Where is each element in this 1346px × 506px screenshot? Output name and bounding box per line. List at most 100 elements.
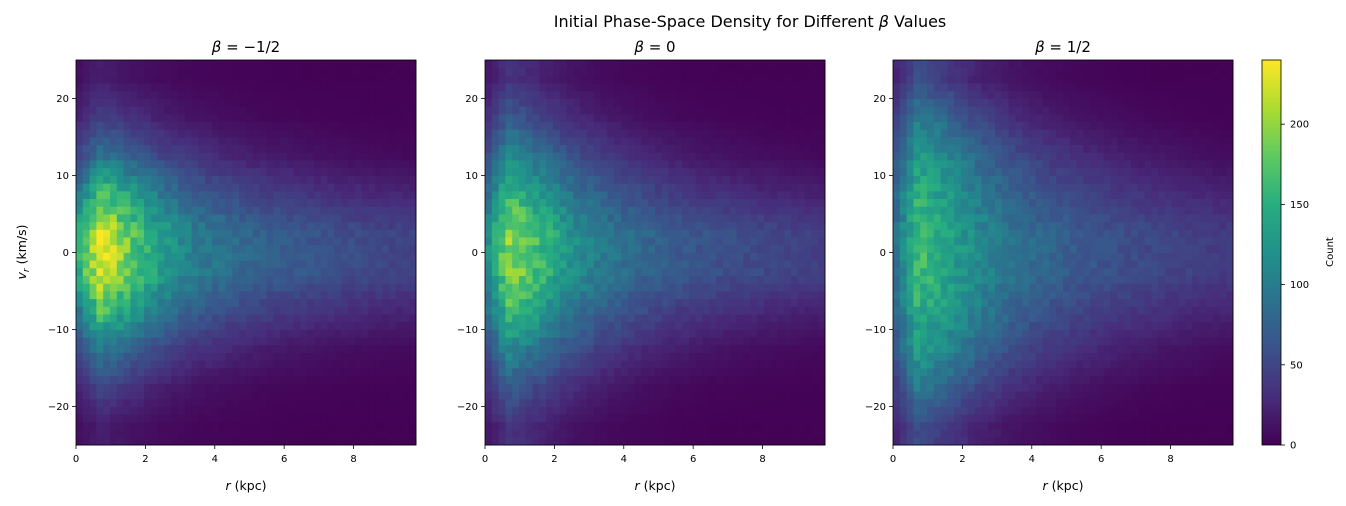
heatmap-cell	[763, 98, 771, 107]
heatmap-cell	[354, 352, 362, 361]
heatmap-cell	[566, 321, 574, 330]
heatmap-cell	[157, 267, 165, 276]
heatmap-cell	[587, 144, 595, 153]
heatmap-cell	[668, 314, 676, 323]
heatmap-cell	[682, 437, 690, 446]
heatmap-cell	[641, 198, 649, 207]
heatmap-cell	[388, 106, 396, 115]
heatmap-cell	[682, 321, 690, 330]
heatmap-cell	[212, 229, 220, 238]
heatmap-cell	[402, 214, 410, 223]
heatmap-cell	[777, 206, 785, 215]
heatmap-cell	[286, 375, 294, 384]
heatmap-cell	[354, 260, 362, 269]
heatmap-cell	[239, 437, 247, 446]
heatmap-cell	[402, 321, 410, 330]
heatmap-cell	[178, 406, 186, 415]
heatmap-cell	[512, 275, 520, 284]
heatmap-cell	[89, 398, 97, 407]
heatmap-cell	[791, 252, 799, 261]
heatmap-cell	[648, 244, 656, 253]
heatmap-cell	[573, 298, 581, 307]
heatmap-cell	[505, 321, 513, 330]
heatmap-cell	[757, 252, 765, 261]
heatmap-cell	[491, 175, 499, 184]
heatmap-cell	[729, 237, 737, 246]
heatmap-cell	[736, 90, 744, 99]
heatmap-cell	[811, 152, 819, 161]
heatmap-cell	[184, 198, 192, 207]
heatmap-cell	[123, 414, 131, 423]
heatmap-cell	[150, 160, 158, 169]
heatmap-cell	[763, 391, 771, 400]
heatmap-cell	[361, 398, 369, 407]
heatmap-cell	[791, 237, 799, 246]
heatmap-cell	[505, 437, 513, 446]
heatmap-cell	[395, 260, 403, 269]
heatmap-cell	[280, 352, 288, 361]
heatmap-cell	[300, 291, 308, 300]
heatmap-cell	[76, 198, 84, 207]
heatmap-cell	[273, 337, 281, 346]
heatmap-cell	[327, 337, 335, 346]
heatmap-cell	[402, 360, 410, 369]
heatmap-cell	[573, 244, 581, 253]
heatmap-cell	[157, 406, 165, 415]
heatmap-cell	[96, 252, 104, 261]
heatmap-cell	[695, 414, 703, 423]
heatmap-cell	[811, 375, 819, 384]
heatmap-cell	[648, 237, 656, 246]
heatmap-cell	[593, 414, 601, 423]
heatmap-cell	[512, 421, 520, 430]
heatmap-cell	[675, 437, 683, 446]
heatmap-cell	[539, 67, 547, 76]
heatmap-cell	[286, 421, 294, 430]
heatmap-cell	[191, 314, 199, 323]
heatmap-cell	[137, 160, 145, 169]
heatmap-cell	[82, 198, 90, 207]
heatmap-cell	[723, 214, 731, 223]
heatmap-cell	[804, 298, 812, 307]
heatmap-cell	[164, 60, 172, 69]
heatmap-cell	[266, 237, 274, 246]
heatmap-cell	[743, 121, 751, 130]
heatmap-cell	[157, 437, 165, 446]
heatmap-cell	[757, 360, 765, 369]
heatmap-cell	[512, 190, 520, 199]
heatmap-cell	[334, 321, 342, 330]
heatmap-cell	[702, 429, 710, 438]
heatmap-cell	[239, 275, 247, 284]
heatmap-cell	[682, 275, 690, 284]
heatmap-cell	[668, 275, 676, 284]
heatmap-cell	[103, 67, 111, 76]
heatmap-cell	[150, 229, 158, 238]
heatmap-cell	[348, 237, 356, 246]
heatmap-cell	[286, 237, 294, 246]
heatmap-cell	[130, 421, 138, 430]
heatmap-cell	[559, 352, 567, 361]
heatmap-cell	[307, 198, 315, 207]
heatmap-cell	[327, 198, 335, 207]
heatmap-cell	[505, 67, 513, 76]
heatmap-cell	[198, 206, 206, 215]
heatmap-cell	[246, 244, 254, 253]
heatmap-cell	[89, 421, 97, 430]
heatmap-cell	[375, 298, 383, 307]
heatmap-cell	[164, 383, 172, 392]
heatmap-cell	[96, 306, 104, 315]
heatmap-cell	[573, 83, 581, 92]
heatmap-cell	[797, 375, 805, 384]
heatmap-cell	[96, 229, 104, 238]
heatmap-cell	[89, 144, 97, 153]
heatmap-cell	[797, 406, 805, 415]
heatmap-cell	[341, 414, 349, 423]
heatmap-cell	[736, 360, 744, 369]
heatmap-cell	[757, 121, 765, 130]
heatmap-cell	[103, 75, 111, 84]
heatmap-cell	[164, 429, 172, 438]
heatmap-cell	[600, 98, 608, 107]
heatmap-cell	[661, 391, 669, 400]
heatmap-cell	[293, 60, 301, 69]
heatmap-cell	[76, 375, 84, 384]
heatmap-cell	[580, 275, 588, 284]
